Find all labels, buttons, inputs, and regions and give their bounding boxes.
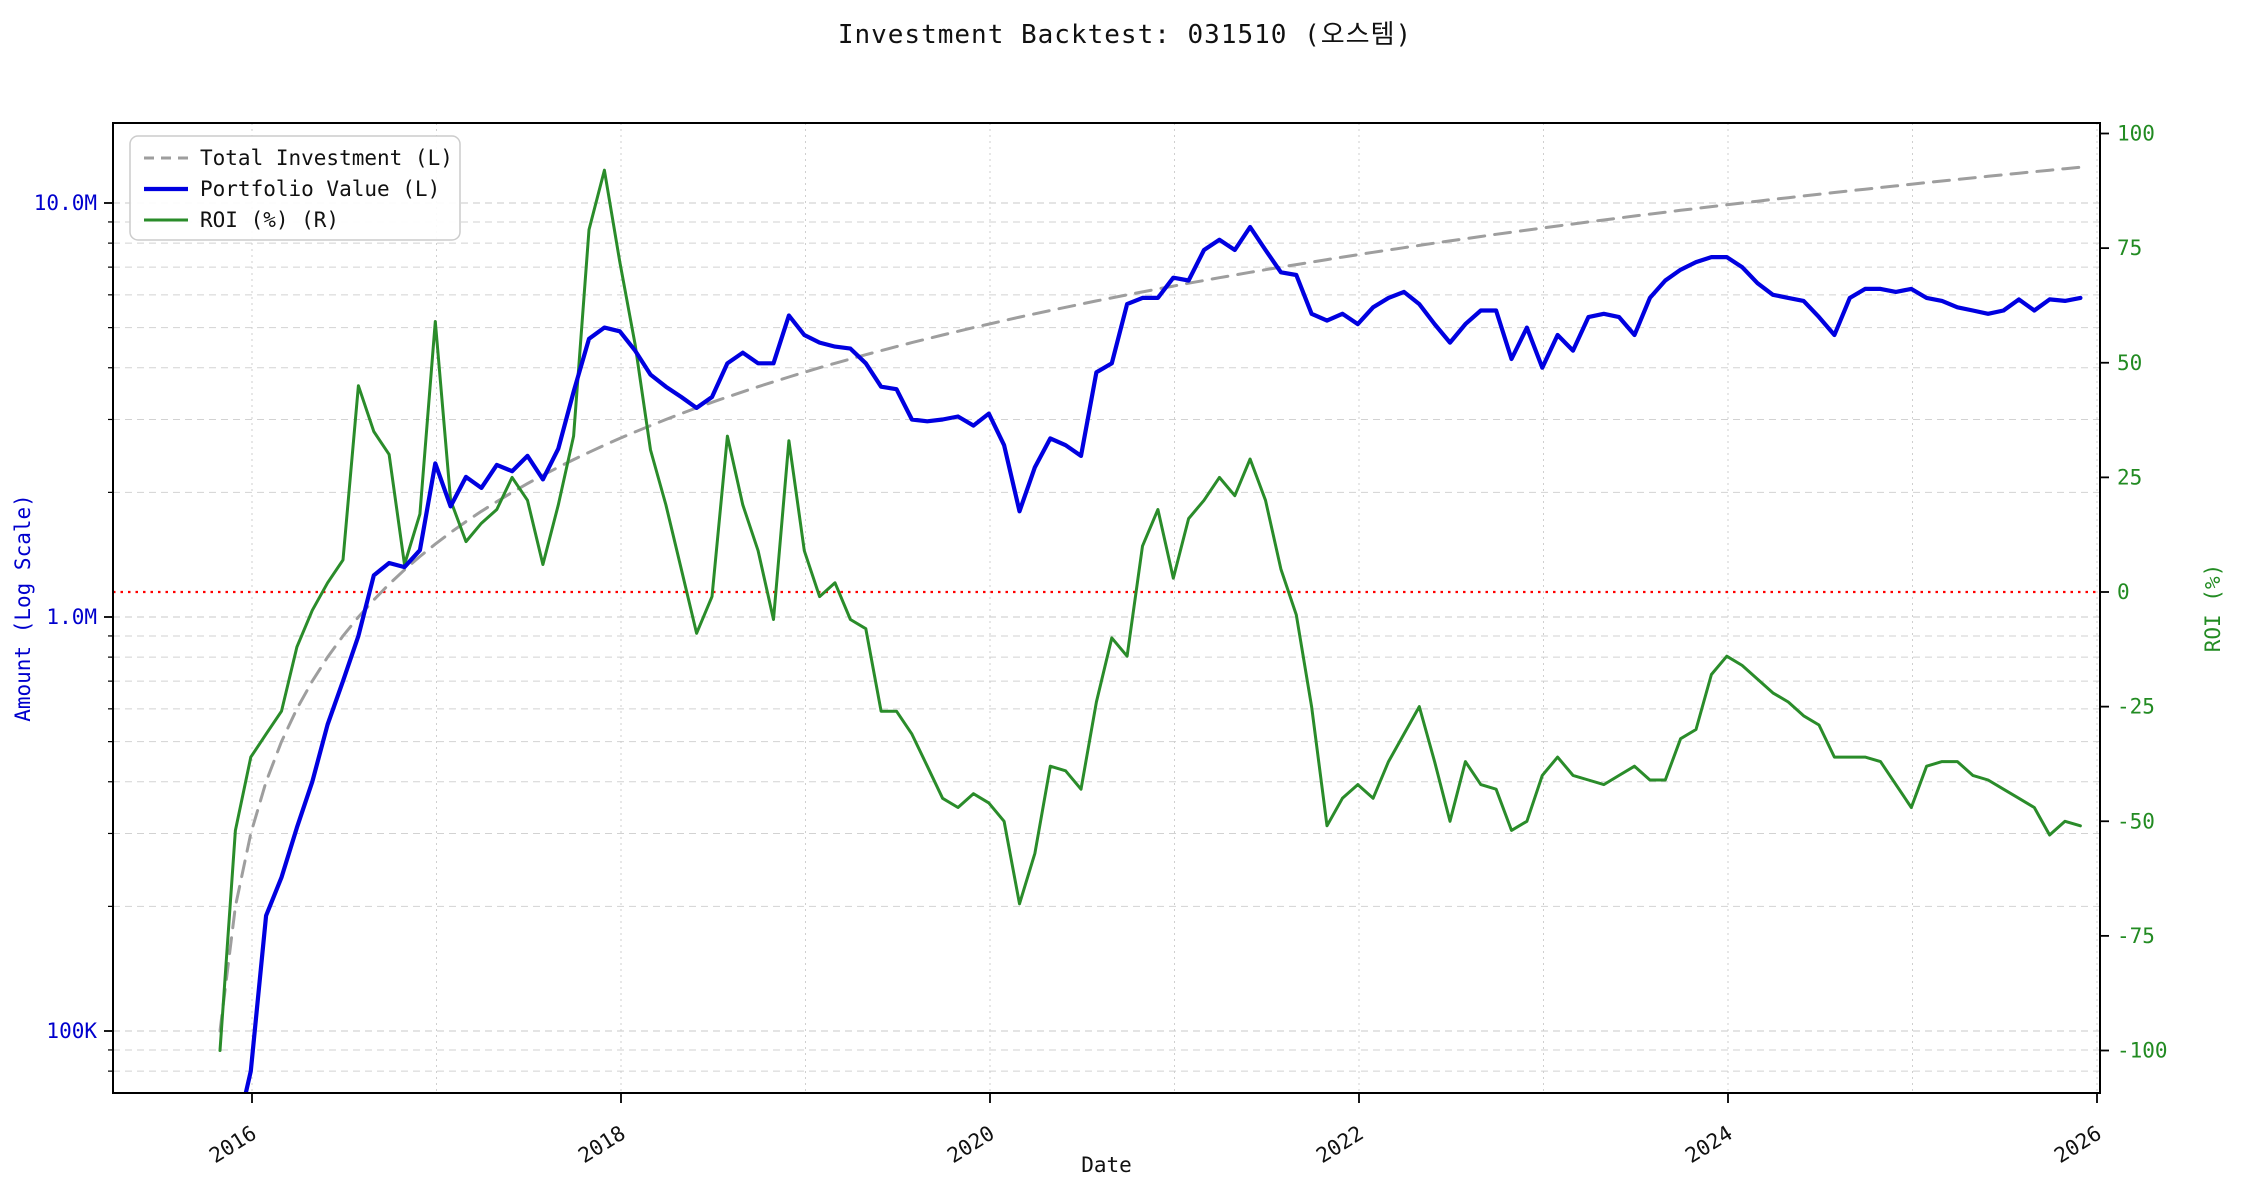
x-tick-label: 2022 (1312, 1121, 1368, 1168)
right-tick-label: 25 (2117, 465, 2142, 489)
x-tick-label: 2018 (574, 1121, 630, 1168)
plot-frame (112, 122, 2101, 1094)
series-layer (218, 165, 2083, 1093)
right-tick-label: -50 (2117, 809, 2155, 833)
left-tick-label: 10.0M (34, 191, 97, 215)
right-tick-label: -100 (2117, 1039, 2168, 1063)
right-tick-label: -25 (2117, 695, 2155, 719)
right-tick-label: 50 (2117, 351, 2142, 375)
x-axis: 2016 2018 2020 2022 2024 2026 Date (205, 1093, 2106, 1177)
legend-item-label: Portfolio Value (L) (200, 177, 440, 201)
right-tick-label: 0 (2117, 580, 2130, 604)
right-tick-label: 75 (2117, 236, 2142, 260)
legend-item-label: Total Investment (L) (200, 146, 453, 170)
x-axis-title: Date (1081, 1153, 1132, 1177)
x-tick-label: 2016 (205, 1121, 261, 1168)
grid-layer (113, 123, 2100, 1093)
left-axis-title: Amount (Log Scale) (11, 494, 35, 722)
legend-item-label: ROI (%) (R) (200, 208, 339, 232)
right-axis: -100 -75 -50 -25 0 25 50 75 100 ROI (%) (2100, 122, 2225, 1063)
left-tick-label: 1.0M (46, 605, 97, 629)
right-tick-label: -75 (2117, 924, 2155, 948)
roi-line (218, 168, 2082, 1052)
portfolio-value-line (243, 224, 2083, 1093)
legend-box (129, 135, 461, 241)
x-tick-label: 2024 (1681, 1121, 1737, 1168)
total-investment-line (218, 165, 2082, 1033)
legend: Total Investment (L) Portfolio Value (L) R… (129, 135, 461, 241)
x-tick-label: 2026 (2050, 1121, 2106, 1168)
right-tick-label: 100 (2117, 122, 2155, 146)
chart-title: Investment Backtest: 031510 (오스템) (837, 20, 1413, 50)
right-axis-title: ROI (%) (2201, 564, 2225, 653)
x-tick-label: 2020 (943, 1121, 999, 1168)
left-axis: 100K 1.0M 10.0M Amount (Log Scale) (11, 191, 113, 1072)
left-tick-label: 100K (46, 1019, 97, 1043)
